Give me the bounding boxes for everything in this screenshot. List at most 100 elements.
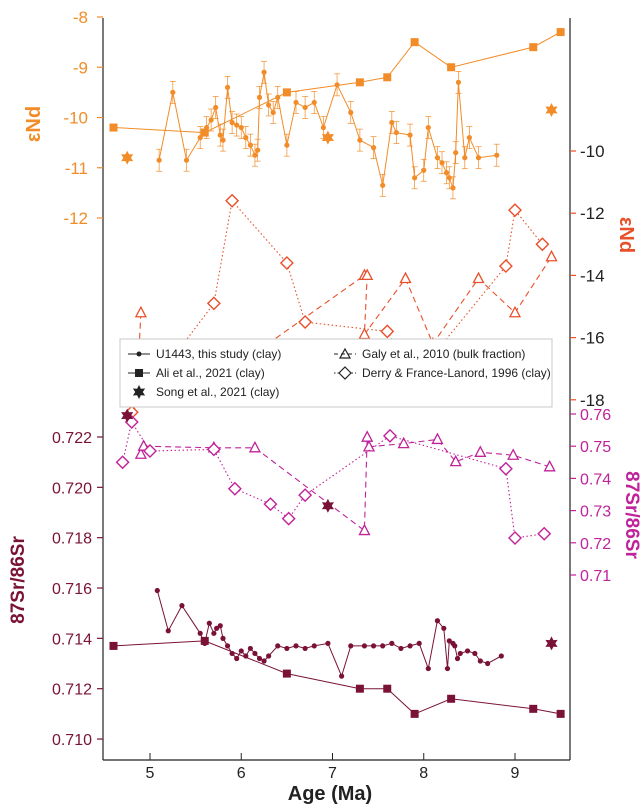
data-point-circle: [464, 648, 471, 654]
legend-entry-song: Song et al., 2021 (clay): [132, 385, 279, 399]
data-point-circle: [238, 648, 244, 654]
data-point-circle: [380, 643, 386, 649]
nd-right-axis-label: εNd: [615, 217, 637, 253]
data-point-diamond: [382, 428, 397, 443]
data-point-square: [109, 123, 118, 132]
data-point-circle: [256, 655, 263, 662]
sr-right-tick-label: 0.72: [580, 536, 611, 553]
data-point-circle: [457, 650, 463, 657]
legend-label-u1443: U1443, this study (clay): [156, 347, 281, 361]
legend-label-galy: Galy et al., 2010 (bulk fraction): [362, 347, 525, 361]
data-point-circle: [398, 645, 404, 652]
data-point-circle: [220, 635, 226, 641]
data-point-circle: [217, 132, 223, 138]
data-point-circle: [453, 150, 459, 156]
data-point-circle: [247, 142, 253, 148]
data-point-circle: [348, 109, 354, 116]
sr-left-tick-label: 0.714: [52, 631, 92, 648]
sr-left-tick-label: 0.722: [52, 430, 92, 447]
data-point-circle: [425, 665, 431, 672]
data-point-circle: [165, 628, 171, 634]
data-point-triangle: [361, 268, 374, 281]
data-point-circle: [439, 160, 445, 166]
nd-right-tick-label: -10: [580, 142, 605, 161]
data-point-circle: [197, 630, 203, 636]
data-point-star: [545, 103, 558, 117]
data-point-star: [545, 636, 558, 651]
data-point-circle: [293, 643, 299, 649]
sr-left-tick-label: 0.716: [52, 581, 92, 598]
data-point-circle: [498, 653, 504, 659]
data-point-circle: [357, 137, 363, 143]
data-point-circle: [472, 650, 478, 657]
data-point-circle: [252, 650, 258, 657]
data-point-square: [410, 38, 419, 47]
legend-marker-circle: [136, 351, 142, 357]
data-point-square: [383, 684, 392, 693]
data-point-circle: [446, 638, 452, 644]
data-point-circle: [348, 643, 354, 649]
data-point-circle: [370, 145, 377, 151]
legend-label-ali: Ali et al., 2021 (clay): [156, 366, 265, 380]
data-point-circle: [302, 645, 308, 652]
x-tick-label: 9: [511, 765, 520, 782]
series-line: [156, 590, 502, 678]
data-point-circle: [421, 167, 427, 173]
legend-entry-derry: Derry & France-Lanord, 1996 (clay): [334, 366, 551, 380]
sr-right-tick-label: 0.73: [580, 504, 611, 521]
nd-left-tick-label: -10: [63, 109, 88, 128]
data-point-circle: [238, 124, 244, 131]
data-point-diamond: [508, 530, 522, 545]
data-point-circle: [183, 157, 190, 163]
series-line: [140, 437, 550, 532]
data-point-circle: [475, 155, 482, 161]
sr-left-tick-label: 0.712: [52, 682, 92, 699]
series-sr_left-square: [109, 636, 565, 718]
x-tick-label: 5: [146, 765, 155, 782]
data-point-triangle: [358, 327, 371, 340]
data-point-circle: [154, 587, 160, 594]
data-point-circle: [361, 643, 368, 649]
data-point-circle: [243, 135, 249, 141]
data-point-circle: [252, 152, 258, 158]
data-point-triangle: [248, 440, 262, 453]
data-point-circle: [466, 135, 472, 141]
nd-left-tick-label: -11: [65, 159, 88, 178]
data-point-diamond: [227, 481, 242, 496]
data-point-circle: [275, 643, 281, 649]
series-nd_left-circle: [156, 60, 500, 200]
data-point-circle: [446, 175, 452, 181]
series-sr_right-triangle-open: [134, 430, 556, 536]
series-sr_right-diamond-open: [115, 415, 552, 545]
data-point-square: [355, 78, 364, 87]
sr-left-tick-label: 0.710: [52, 732, 92, 749]
nd-left-tick-label: -9: [73, 58, 88, 77]
data-point-circle: [214, 625, 220, 631]
data-point-diamond: [298, 315, 313, 330]
nd-right-tick-label: -16: [580, 329, 605, 348]
data-point-circle: [179, 603, 185, 609]
data-point-circle: [407, 132, 413, 138]
data-point-square: [447, 63, 456, 72]
data-point-circle: [261, 658, 267, 664]
data-point-triangle: [399, 271, 412, 284]
data-point-circle: [270, 109, 276, 116]
data-point-circle: [455, 79, 462, 85]
data-point-diamond: [206, 296, 221, 311]
legend-label-song: Song et al., 2021 (clay): [156, 385, 279, 399]
data-point-circle: [485, 660, 491, 667]
data-point-triangle: [358, 523, 371, 536]
data-point-square: [556, 709, 565, 718]
data-point-triangle: [134, 305, 147, 318]
plot-frame: [102, 18, 571, 761]
legend-label-derry: Derry & France-Lanord, 1996 (clay): [362, 366, 551, 380]
series-nd_left-star: [121, 103, 558, 165]
sr-right-tick-label: 0.71: [580, 568, 611, 585]
data-point-diamond: [498, 461, 513, 476]
data-point-triangle: [507, 448, 520, 460]
data-point-circle: [293, 99, 299, 106]
data-point-triangle: [449, 454, 462, 467]
data-point-circle: [255, 147, 261, 153]
data-point-square: [383, 73, 392, 82]
data-point-circle: [224, 84, 231, 90]
